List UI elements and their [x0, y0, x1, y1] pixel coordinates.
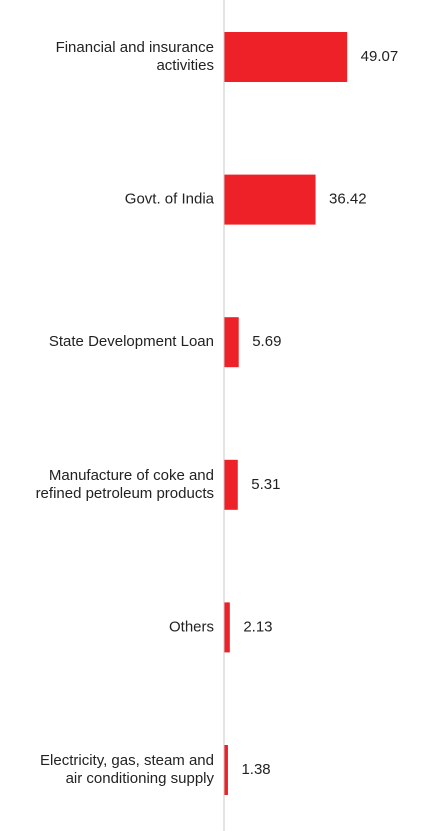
bars-group: [224, 32, 348, 795]
category-label-line: activities: [156, 57, 214, 74]
category-label: State Development Loan: [49, 333, 214, 350]
bar: [224, 32, 348, 82]
category-label: Govt. of India: [125, 191, 215, 208]
category-label: Manufacture of coke and refined petroleum…: [36, 467, 214, 502]
category-label-line: Financial and insurance: [56, 39, 214, 56]
category-label-line: Govt. of India: [125, 191, 215, 208]
bar: [224, 174, 316, 225]
category-label-line: Manufacture of coke and: [49, 467, 214, 484]
bar-value-label: 1.38: [241, 761, 270, 778]
bar: [224, 602, 230, 653]
category-label-line: State Development Loan: [49, 333, 214, 350]
bar-value-label: 49.07: [361, 48, 399, 65]
value-labels-group: 49.07 36.42 5.69 5.31 2.13 1.38: [241, 48, 398, 778]
category-label: Electricity, gas, steam and air condition…: [40, 752, 214, 787]
category-label: Others: [169, 618, 214, 635]
category-label-line: Electricity, gas, steam and: [40, 752, 214, 769]
category-label: Financial and insurance activities: [56, 39, 214, 74]
bar: [224, 317, 239, 368]
bar-value-label: 5.69: [252, 333, 281, 350]
category-label-line: refined petroleum products: [36, 485, 214, 502]
category-labels-group: Financial and insurance activities Govt. o…: [36, 39, 215, 787]
bar: [224, 745, 228, 795]
bar: [224, 459, 238, 510]
bar-value-label: 5.31: [251, 476, 280, 493]
bar-value-label: 2.13: [243, 618, 272, 635]
category-label-line: air conditioning supply: [66, 770, 215, 787]
category-label-line: Others: [169, 618, 214, 635]
bar-value-label: 36.42: [329, 191, 367, 208]
